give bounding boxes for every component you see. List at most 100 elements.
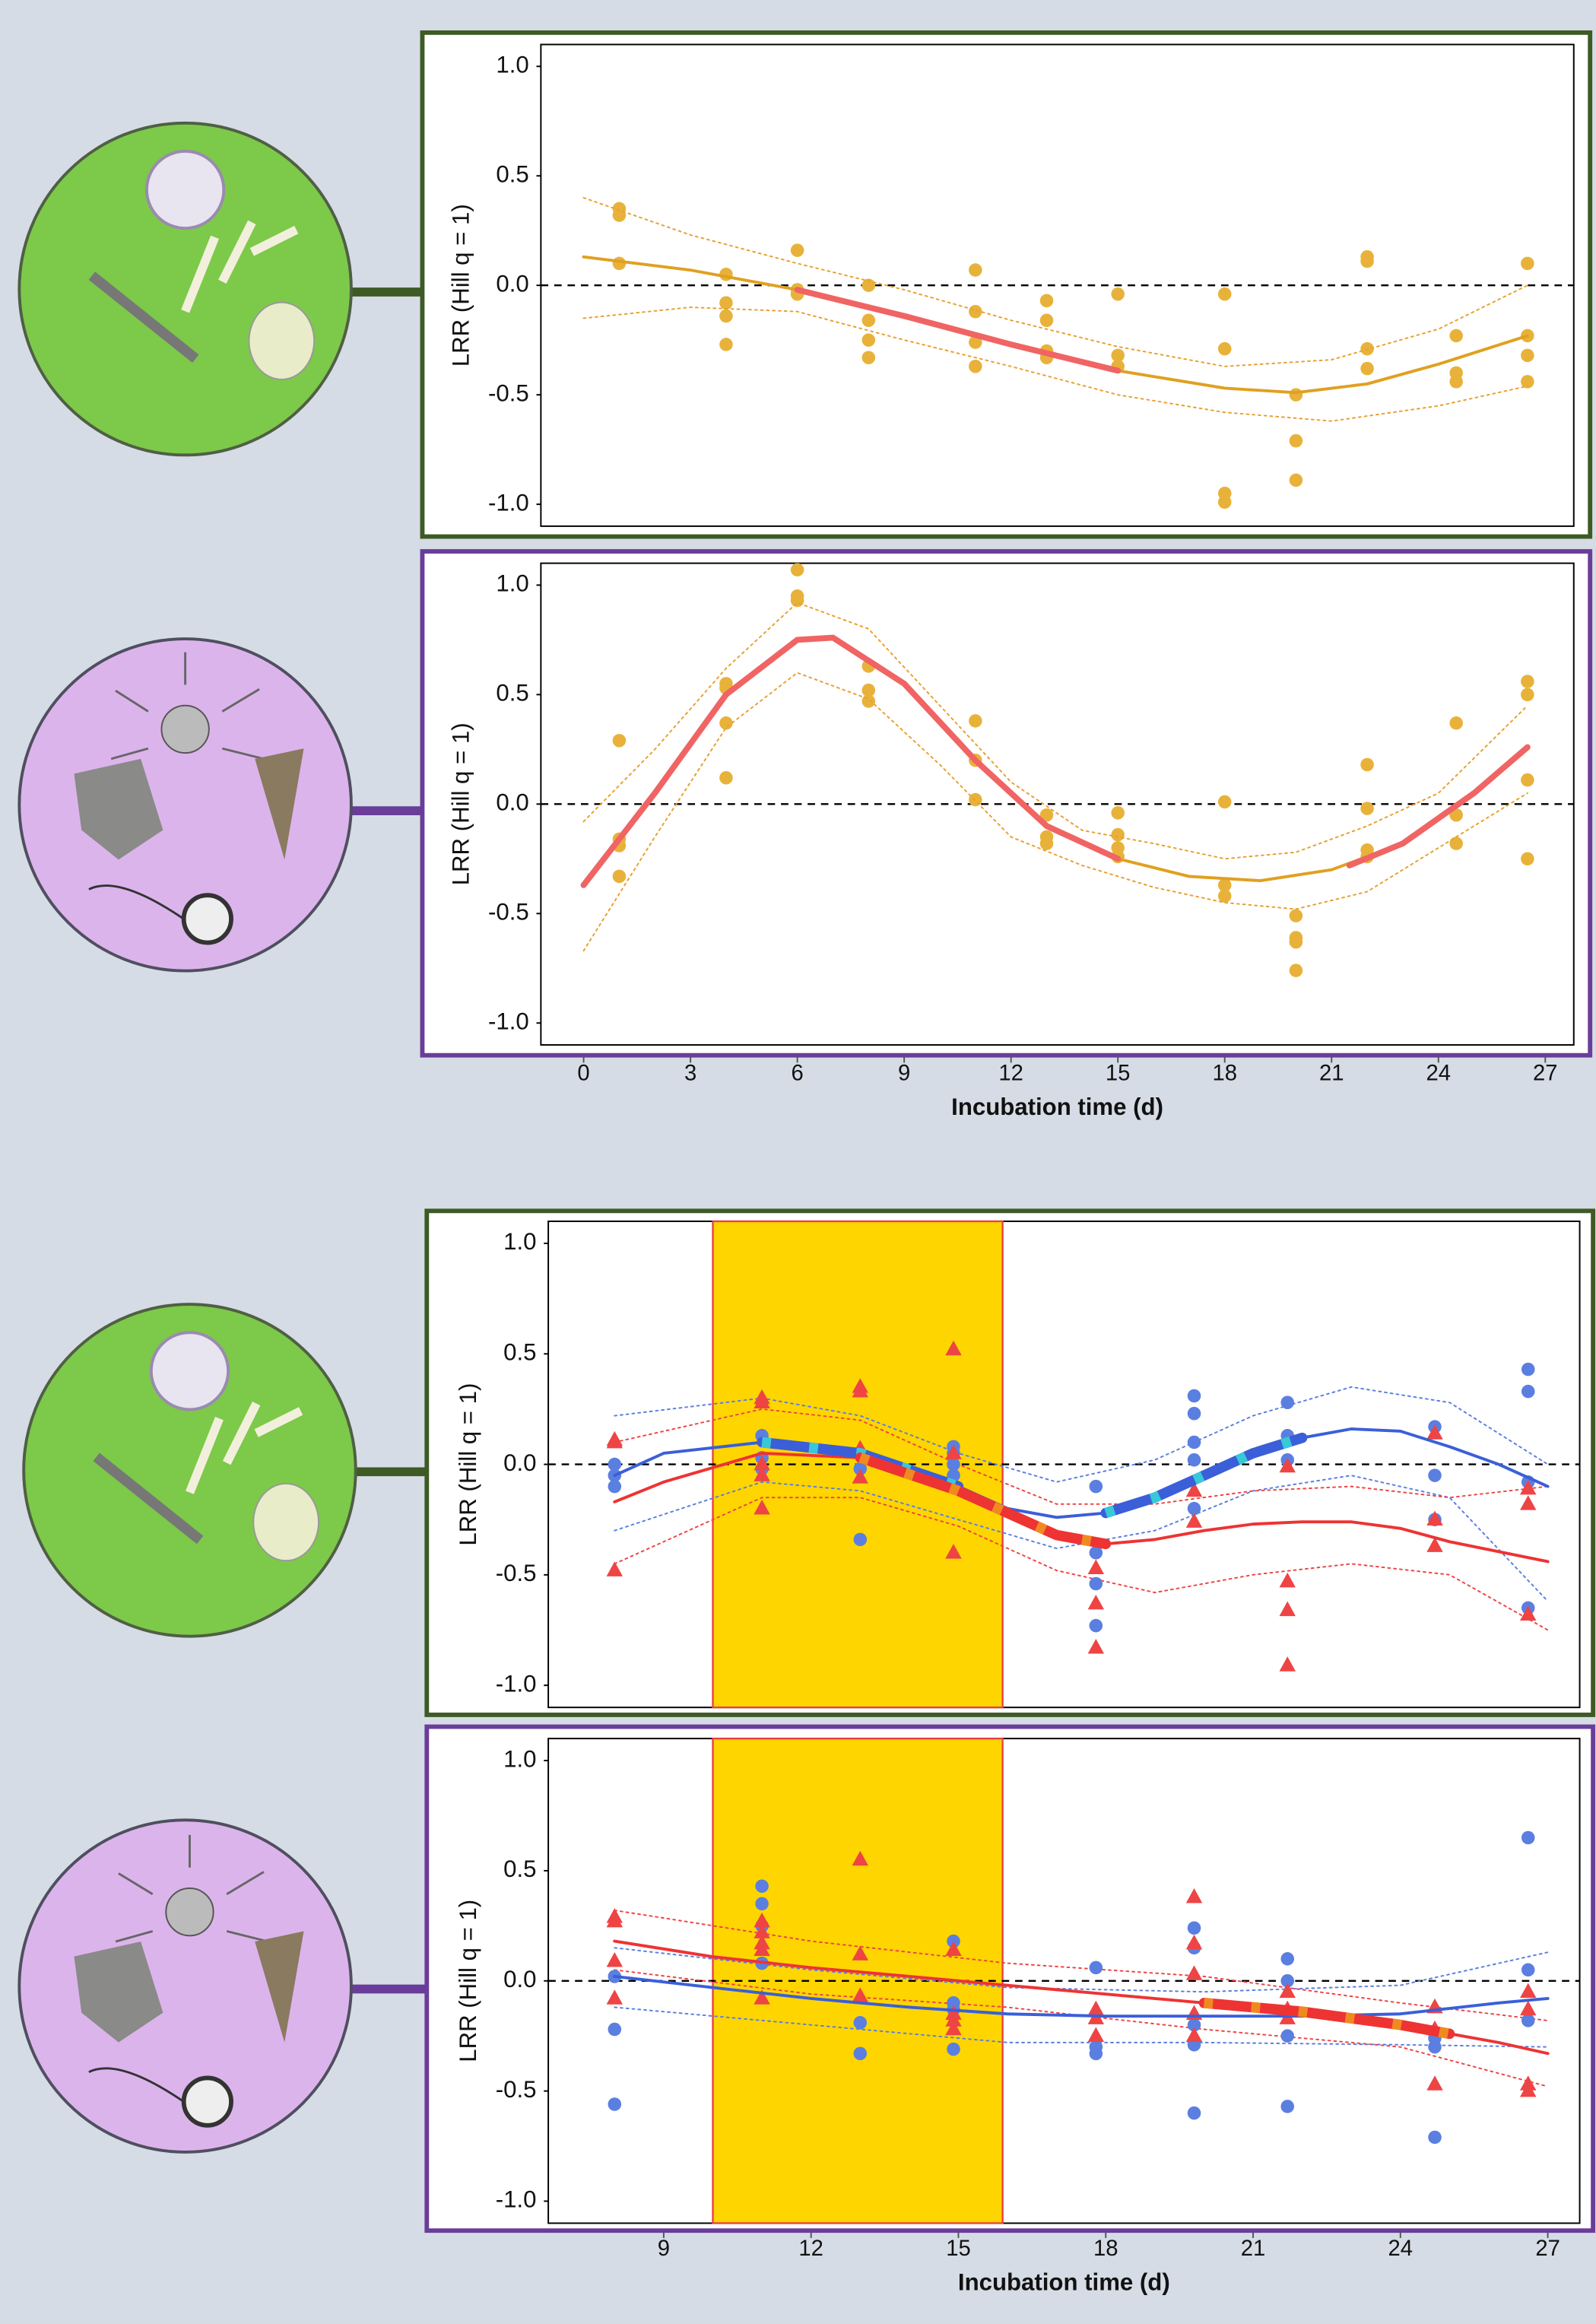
data-point [613,257,627,271]
y-tick-label: 1.0 [503,1745,536,1772]
y-tick-label: -1.0 [488,1008,529,1034]
data-point [1290,909,1303,922]
x-tick-label: 18 [1212,1062,1237,1086]
data-point [1188,1453,1201,1467]
data-point [862,333,876,347]
data-point [1218,795,1232,809]
data-point [1218,495,1232,509]
data-point [1290,388,1303,402]
data-point [1218,342,1232,356]
data-point [755,1879,769,1893]
x-tick-label: 24 [1426,1062,1452,1086]
data-point [755,1897,769,1911]
data-point [1111,806,1125,820]
data-point [1280,2100,1294,2113]
y-tick-label: 0.0 [496,270,528,297]
data-point [791,243,804,257]
data-point [854,2047,868,2061]
y-tick-label: 0.0 [503,1966,536,1992]
x-tick-label: 21 [1241,2237,1266,2261]
x-tick-label: 27 [1533,1062,1558,1086]
data-point [1449,837,1463,850]
y-axis-label: LRR (Hill q = 1) [455,1383,481,1546]
y-tick-label: 0.5 [503,1856,536,1882]
data-point [1090,1961,1103,1975]
x-tick-label: 12 [798,2237,823,2261]
data-point [969,263,982,277]
data-point [1111,287,1125,301]
data-point [1521,1831,1535,1845]
y-tick-label: 0.0 [503,1449,536,1476]
y-tick-label: 1.0 [503,1228,536,1255]
data-point [1188,1407,1201,1421]
data-point [1521,852,1534,866]
data-point [1521,773,1534,787]
x-tick-label: 15 [946,2237,971,2261]
y-tick-label: -0.5 [488,379,529,406]
data-point [1360,802,1374,815]
data-point [719,338,733,351]
data-point [1449,716,1463,730]
data-point [862,314,876,328]
data-point [1218,287,1232,301]
data-point [1090,1619,1103,1633]
data-point [1218,889,1232,903]
x-axis-label: Incubation time (d) [951,1094,1163,1120]
x-tick-label: 12 [998,1062,1023,1086]
data-point [969,360,982,373]
data-point [1188,1921,1201,1935]
data-point [1090,1480,1103,1494]
data-point [947,2043,960,2056]
y-tick-label: -0.5 [488,899,529,925]
data-point [1449,375,1463,389]
x-tick-label: 21 [1319,1062,1344,1086]
data-point [1280,2029,1294,2043]
x-tick-label: 24 [1388,2237,1414,2261]
data-point [1188,2107,1201,2120]
data-point [862,351,876,364]
x-tick-label: 3 [684,1062,696,1086]
x-tick-label: 9 [898,1062,910,1086]
data-point [1360,362,1374,376]
y-axis-label: LRR (Hill q = 1) [447,722,474,885]
data-point [613,870,627,884]
data-point [1090,1577,1103,1591]
chart-panel: 1.00.50.0-0.5-1.00369121518212427LRR (Hi… [422,551,1590,1120]
data-point [1290,964,1303,977]
data-point [862,694,876,708]
x-tick-label: 6 [791,1062,803,1086]
x-tick-label: 15 [1106,1062,1131,1086]
y-tick-label: -0.5 [496,2076,537,2103]
data-point [1449,329,1463,343]
data-point [1188,1389,1201,1403]
data-point [1040,837,1054,850]
figure: 1.0 0.5 0.0 -0.5 -1.0 LRR (Hill q = 1) 1.0 0.5 0… [0,0,1596,2324]
data-point [854,1533,868,1547]
data-point [719,771,733,785]
data-point [854,2016,868,2030]
data-point [608,1480,622,1494]
x-tick-label: 0 [577,1062,589,1086]
data-point [1360,758,1374,772]
y-tick-label: 0.0 [496,789,528,816]
plot-area [548,1221,1579,1707]
data-point [613,734,627,748]
data-point [1521,257,1534,271]
data-point [1290,434,1303,448]
chart-panel: 1.00.50.0-0.5-1.0LRR (Hill q = 1) [422,33,1590,537]
data-point [719,716,733,730]
chart-panel: 1.00.50.0-0.5-1.0LRR (Hill q = 1) [427,1211,1593,1715]
data-point [1521,349,1534,363]
data-point [1521,675,1534,688]
data-point [1428,2040,1442,2054]
y-tick-label: 0.5 [503,1339,536,1366]
y-tick-label: -1.0 [488,489,529,516]
data-point [1428,1468,1442,1482]
data-point [969,305,982,319]
y-tick-label: 0.5 [496,160,528,187]
y-tick-label: 1.0 [496,52,528,78]
data-point [1360,255,1374,268]
data-point [1040,314,1054,328]
data-point [791,563,804,576]
